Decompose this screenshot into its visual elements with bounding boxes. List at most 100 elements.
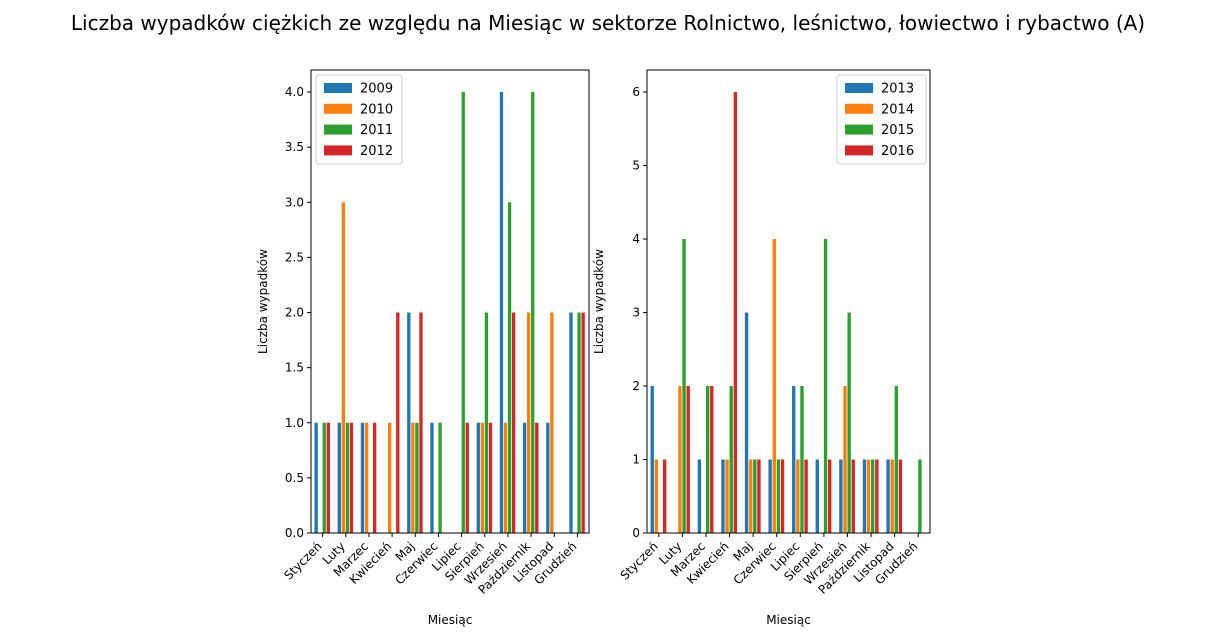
y-tick-label: 2.5 xyxy=(285,250,304,264)
bar-2016-9 xyxy=(851,459,855,533)
bar-2015-8 xyxy=(823,239,828,533)
bar-2012-8 xyxy=(488,422,493,533)
bar-2009-8 xyxy=(476,422,480,533)
bar-2011-7 xyxy=(461,92,465,534)
bar-2015-5 xyxy=(753,459,757,533)
bar-2013-4 xyxy=(721,459,725,533)
bar-2015-3 xyxy=(705,386,710,533)
legend-label-2011: 2011 xyxy=(360,123,393,138)
legend-label-2015: 2015 xyxy=(881,123,914,138)
bar-2009-6 xyxy=(430,422,434,533)
bar-2010-4 xyxy=(388,422,392,533)
y-tick-label: 2.0 xyxy=(285,306,304,320)
bar-2011-9 xyxy=(507,202,512,534)
bar-2015-7 xyxy=(800,386,804,533)
legend xyxy=(836,74,927,165)
bar-2013-11 xyxy=(886,459,890,533)
bar-2013-10 xyxy=(862,459,867,533)
legend-label-2009: 2009 xyxy=(360,82,393,97)
bar-2011-2 xyxy=(345,422,350,533)
bar-2010-11 xyxy=(550,312,554,533)
legend-label-2010: 2010 xyxy=(360,102,393,117)
legend-label-2012: 2012 xyxy=(360,144,393,159)
legend-label-2013: 2013 xyxy=(881,82,914,97)
y-tick-label: 0.5 xyxy=(285,471,304,485)
legend-swatch-2012 xyxy=(324,145,352,156)
x-tick-label: Styczeń xyxy=(618,539,661,582)
bar-2009-3 xyxy=(360,422,365,533)
bar-2016-5 xyxy=(757,459,761,533)
bar-2014-5 xyxy=(749,459,753,533)
legend-swatch-2014 xyxy=(845,103,873,114)
bar-2014-7 xyxy=(796,459,800,533)
bar-2015-12 xyxy=(918,459,922,533)
legend-swatch-2010 xyxy=(324,103,352,114)
y-axis-label: Liczba wypadków xyxy=(256,249,270,354)
bar-2012-5 xyxy=(419,312,423,533)
y-tick-label: 4.0 xyxy=(285,85,304,99)
bar-2010-5 xyxy=(411,422,415,533)
bar-2015-9 xyxy=(847,312,851,533)
bar-2012-3 xyxy=(372,422,377,533)
bar-2009-1 xyxy=(314,422,318,533)
bar-2012-12 xyxy=(581,312,585,533)
bar-2010-10 xyxy=(527,312,531,533)
bar-2010-2 xyxy=(341,202,346,534)
y-tick-label: 3 xyxy=(632,306,640,320)
bar-2014-4 xyxy=(725,459,729,533)
plot-frame xyxy=(646,69,931,534)
bar-2016-11 xyxy=(898,459,903,533)
bar-2011-12 xyxy=(577,312,581,533)
legend-swatch-2016 xyxy=(845,145,873,156)
bar-2014-11 xyxy=(890,459,894,533)
bar-2016-7 xyxy=(804,459,808,533)
legend-swatch-2009 xyxy=(324,83,352,93)
bar-2012-1 xyxy=(326,422,330,533)
y-tick-label: 4 xyxy=(632,232,640,246)
bar-2013-7 xyxy=(792,386,796,533)
bar-2015-11 xyxy=(894,386,899,533)
bar-2015-4 xyxy=(729,386,733,533)
bar-2010-8 xyxy=(480,422,485,533)
legend-swatch-2011 xyxy=(324,124,352,135)
bar-2009-11 xyxy=(546,422,550,533)
bar-2011-8 xyxy=(484,312,489,533)
bar-2009-5 xyxy=(407,312,411,533)
bar-2016-2 xyxy=(686,386,690,533)
bar-2011-10 xyxy=(531,92,535,534)
bar-2015-2 xyxy=(682,239,686,533)
bar-2013-5 xyxy=(744,312,749,533)
bar-2016-8 xyxy=(828,459,832,533)
bar-2014-2 xyxy=(678,386,682,533)
y-tick-label: 0 xyxy=(632,526,640,540)
x-tick-label: Styczeń xyxy=(281,539,324,582)
bar-2014-1 xyxy=(654,459,659,533)
x-axis-label: Miesiąc xyxy=(428,613,473,627)
bar-2012-2 xyxy=(349,422,354,533)
legend-label-2014: 2014 xyxy=(881,102,914,117)
bar-2015-6 xyxy=(776,459,781,533)
x-axis-label: Miesiąc xyxy=(766,613,811,627)
chart-title: Liczba wypadków ciężkich ze względu na M… xyxy=(71,11,1145,35)
bar-2012-4 xyxy=(396,312,400,533)
y-tick-label: 0.0 xyxy=(285,526,304,540)
chart-panel-left: 0.00.51.01.52.02.53.03.54.0StyczeńLutyMa… xyxy=(256,69,590,627)
bar-2010-3 xyxy=(364,422,369,533)
bar-2014-6 xyxy=(772,239,776,533)
legend xyxy=(315,74,403,165)
bar-2009-10 xyxy=(522,422,527,533)
bar-2016-10 xyxy=(875,459,879,533)
legend-swatch-2015 xyxy=(845,124,873,135)
y-axis-label: Liczba wypadków xyxy=(592,249,606,354)
bar-2011-6 xyxy=(438,422,442,533)
bar-2014-9 xyxy=(843,386,847,533)
y-tick-label: 1 xyxy=(632,453,640,467)
y-tick-label: 6 xyxy=(632,85,640,99)
bar-2016-1 xyxy=(662,459,667,533)
bar-2016-4 xyxy=(733,92,738,534)
y-tick-label: 1.5 xyxy=(285,361,304,375)
bar-2016-3 xyxy=(710,386,714,533)
bar-2014-10 xyxy=(866,459,871,533)
legend-label-2016: 2016 xyxy=(881,144,914,159)
